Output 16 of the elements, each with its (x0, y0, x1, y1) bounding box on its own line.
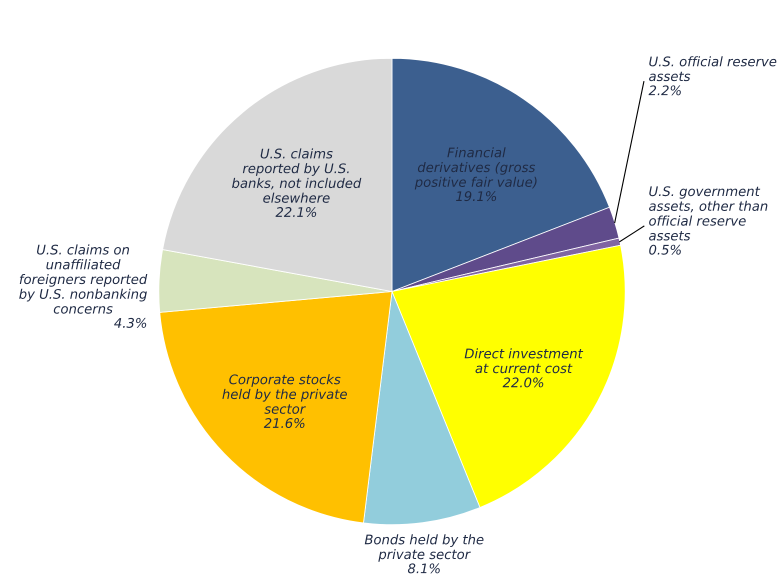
slice-label: U.S. official reserve assets (649, 56, 776, 82)
slice-label: U.S. claims on unaffiliated foreigners reported by U.S. nonbanking concerns (19, 244, 148, 314)
data-label: 4.3% (114, 318, 146, 328)
slice-label: U.S. government assets, other than official reserve assets (649, 186, 768, 241)
data-label: 8.1% (408, 563, 440, 574)
data-label: 0.5% (649, 244, 681, 255)
slice-label: Corporate stocks held by the private sector (222, 374, 347, 414)
data-label: 22.1% (276, 207, 316, 218)
slice-label: U.S. claims reported by U.S. banks, not included elsewhere (232, 148, 362, 203)
data-label: 21.6% (264, 418, 304, 428)
slice-label: Direct investment at current cost (464, 348, 584, 374)
data-label: 2.2% (648, 85, 681, 96)
data-label: 19.1% (456, 191, 496, 202)
data-label: 22.0% (502, 377, 544, 388)
slice-label: Bonds held by the private sector (364, 534, 484, 562)
slice-label: Financial derivatives (gross positive fair value) (414, 147, 537, 190)
